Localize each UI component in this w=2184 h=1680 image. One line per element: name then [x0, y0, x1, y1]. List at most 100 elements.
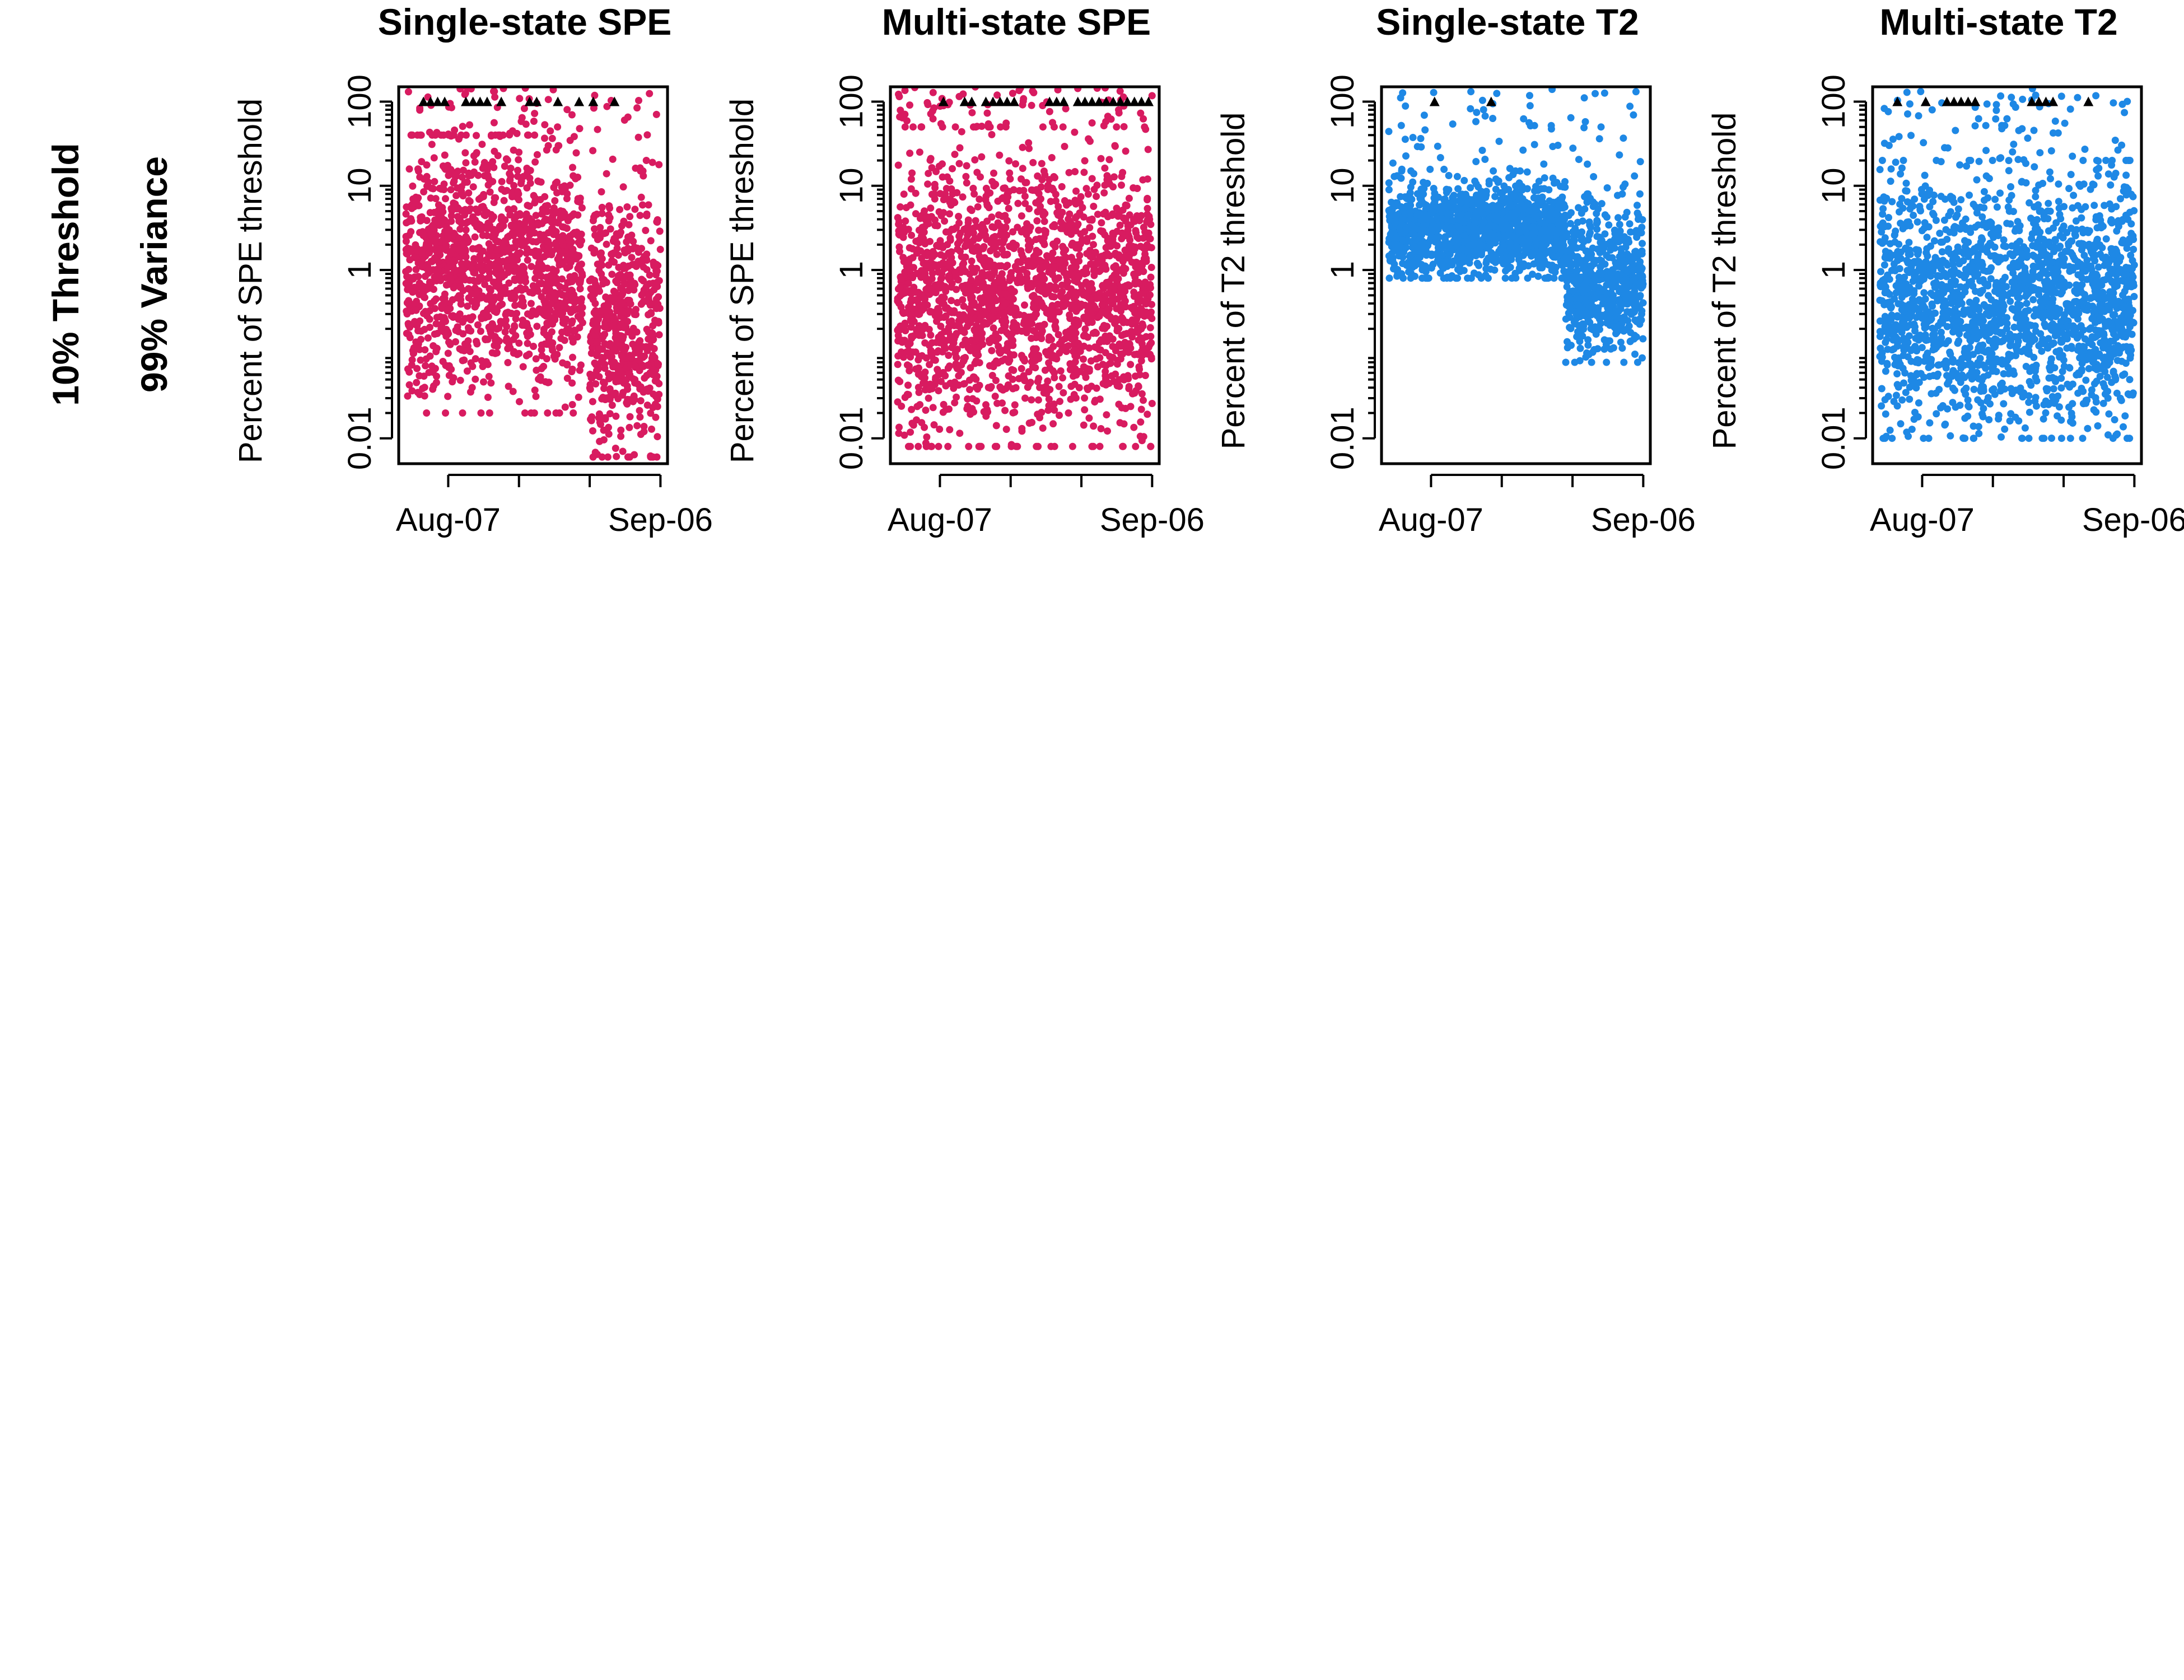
- data-point: [998, 357, 1006, 365]
- data-point: [1144, 410, 1151, 418]
- data-point: [1112, 249, 1119, 257]
- data-point: [937, 331, 945, 339]
- data-point: [920, 228, 928, 236]
- data-point: [932, 374, 940, 381]
- data-point: [459, 274, 466, 282]
- data-point: [1051, 263, 1059, 270]
- data-point: [433, 330, 441, 337]
- data-point: [516, 284, 524, 292]
- data-point: [460, 166, 467, 174]
- data-point: [1005, 157, 1013, 165]
- data-point: [492, 309, 500, 316]
- data-point: [444, 306, 451, 314]
- data-point: [610, 258, 618, 266]
- data-point: [1006, 175, 1014, 183]
- data-point: [960, 329, 968, 337]
- data-point: [544, 202, 552, 209]
- data-point: [962, 172, 970, 180]
- data-point: [527, 409, 535, 417]
- data-point: [1066, 290, 1074, 298]
- data-point: [1007, 285, 1015, 293]
- data-point: [647, 409, 655, 417]
- data-point: [902, 204, 910, 212]
- data-point: [572, 149, 580, 157]
- outlier-point: [563, 106, 571, 114]
- outlier-point: [491, 88, 498, 95]
- data-point: [652, 271, 660, 279]
- data-point: [908, 169, 916, 177]
- data-point: [1124, 348, 1132, 356]
- outlier-point: [466, 121, 473, 129]
- data-point: [651, 316, 659, 324]
- data-point: [913, 325, 921, 333]
- data-point: [1118, 404, 1126, 412]
- data-point: [524, 169, 531, 177]
- data-point: [991, 233, 999, 240]
- data-point: [992, 330, 1000, 338]
- data-point: [623, 203, 631, 211]
- data-point: [407, 215, 415, 223]
- data-point: [456, 225, 464, 233]
- outlier-point: [984, 120, 992, 128]
- data-point: [1137, 357, 1145, 365]
- data-point: [632, 311, 640, 319]
- data-point: [1080, 355, 1087, 363]
- data-point: [571, 326, 578, 334]
- data-point: [1080, 169, 1088, 176]
- data-point: [1102, 372, 1109, 380]
- data-point: [412, 241, 419, 249]
- data-point: [419, 231, 427, 239]
- data-point: [1028, 314, 1035, 322]
- data-point: [1385, 274, 1393, 282]
- data-point: [520, 220, 528, 228]
- data-point: [1127, 403, 1135, 410]
- data-point: [960, 354, 968, 362]
- data-point: [953, 353, 960, 361]
- data-point: [1091, 343, 1099, 351]
- outlier-point: [1116, 88, 1124, 95]
- data-point: [551, 197, 559, 204]
- data-point: [587, 292, 595, 300]
- data-point: [1039, 237, 1047, 245]
- data-point: [459, 220, 466, 227]
- data-series: [1385, 88, 1647, 366]
- data-point: [637, 383, 645, 391]
- data-point: [1034, 208, 1042, 216]
- x-tick-label: Aug-07: [888, 502, 992, 538]
- x-tick-label: Sep-06: [1100, 502, 1205, 538]
- data-point: [637, 431, 645, 438]
- data-point: [560, 302, 568, 310]
- data-point: [1137, 405, 1145, 413]
- data-point: [1038, 301, 1046, 309]
- data-point: [1051, 322, 1059, 330]
- data-point: [1065, 169, 1073, 176]
- data-point: [906, 150, 914, 157]
- data-point: [1126, 340, 1133, 348]
- data-point: [1054, 301, 1062, 308]
- data-point: [1113, 242, 1121, 250]
- data-point: [454, 204, 462, 212]
- data-point: [593, 319, 601, 327]
- data-point: [1123, 202, 1131, 209]
- data-point: [1019, 143, 1026, 151]
- data-point: [531, 158, 539, 166]
- data-point: [470, 255, 478, 263]
- data-point: [474, 321, 482, 329]
- outlier-point: [978, 123, 986, 130]
- outlier-point: [1054, 88, 1062, 94]
- data-point: [1105, 156, 1113, 164]
- outlier-point: [642, 157, 650, 164]
- data-point: [1096, 354, 1104, 362]
- data-point: [527, 300, 535, 307]
- data-point: [570, 210, 578, 218]
- data-point: [969, 395, 977, 403]
- data-point: [487, 329, 494, 337]
- data-point: [1024, 324, 1032, 332]
- data-point: [601, 396, 609, 403]
- outlier-point: [591, 91, 599, 99]
- data-point: [431, 178, 438, 185]
- data-point: [419, 282, 426, 290]
- data-point: [1089, 285, 1096, 293]
- data-point: [1111, 142, 1119, 150]
- data-point: [552, 267, 560, 275]
